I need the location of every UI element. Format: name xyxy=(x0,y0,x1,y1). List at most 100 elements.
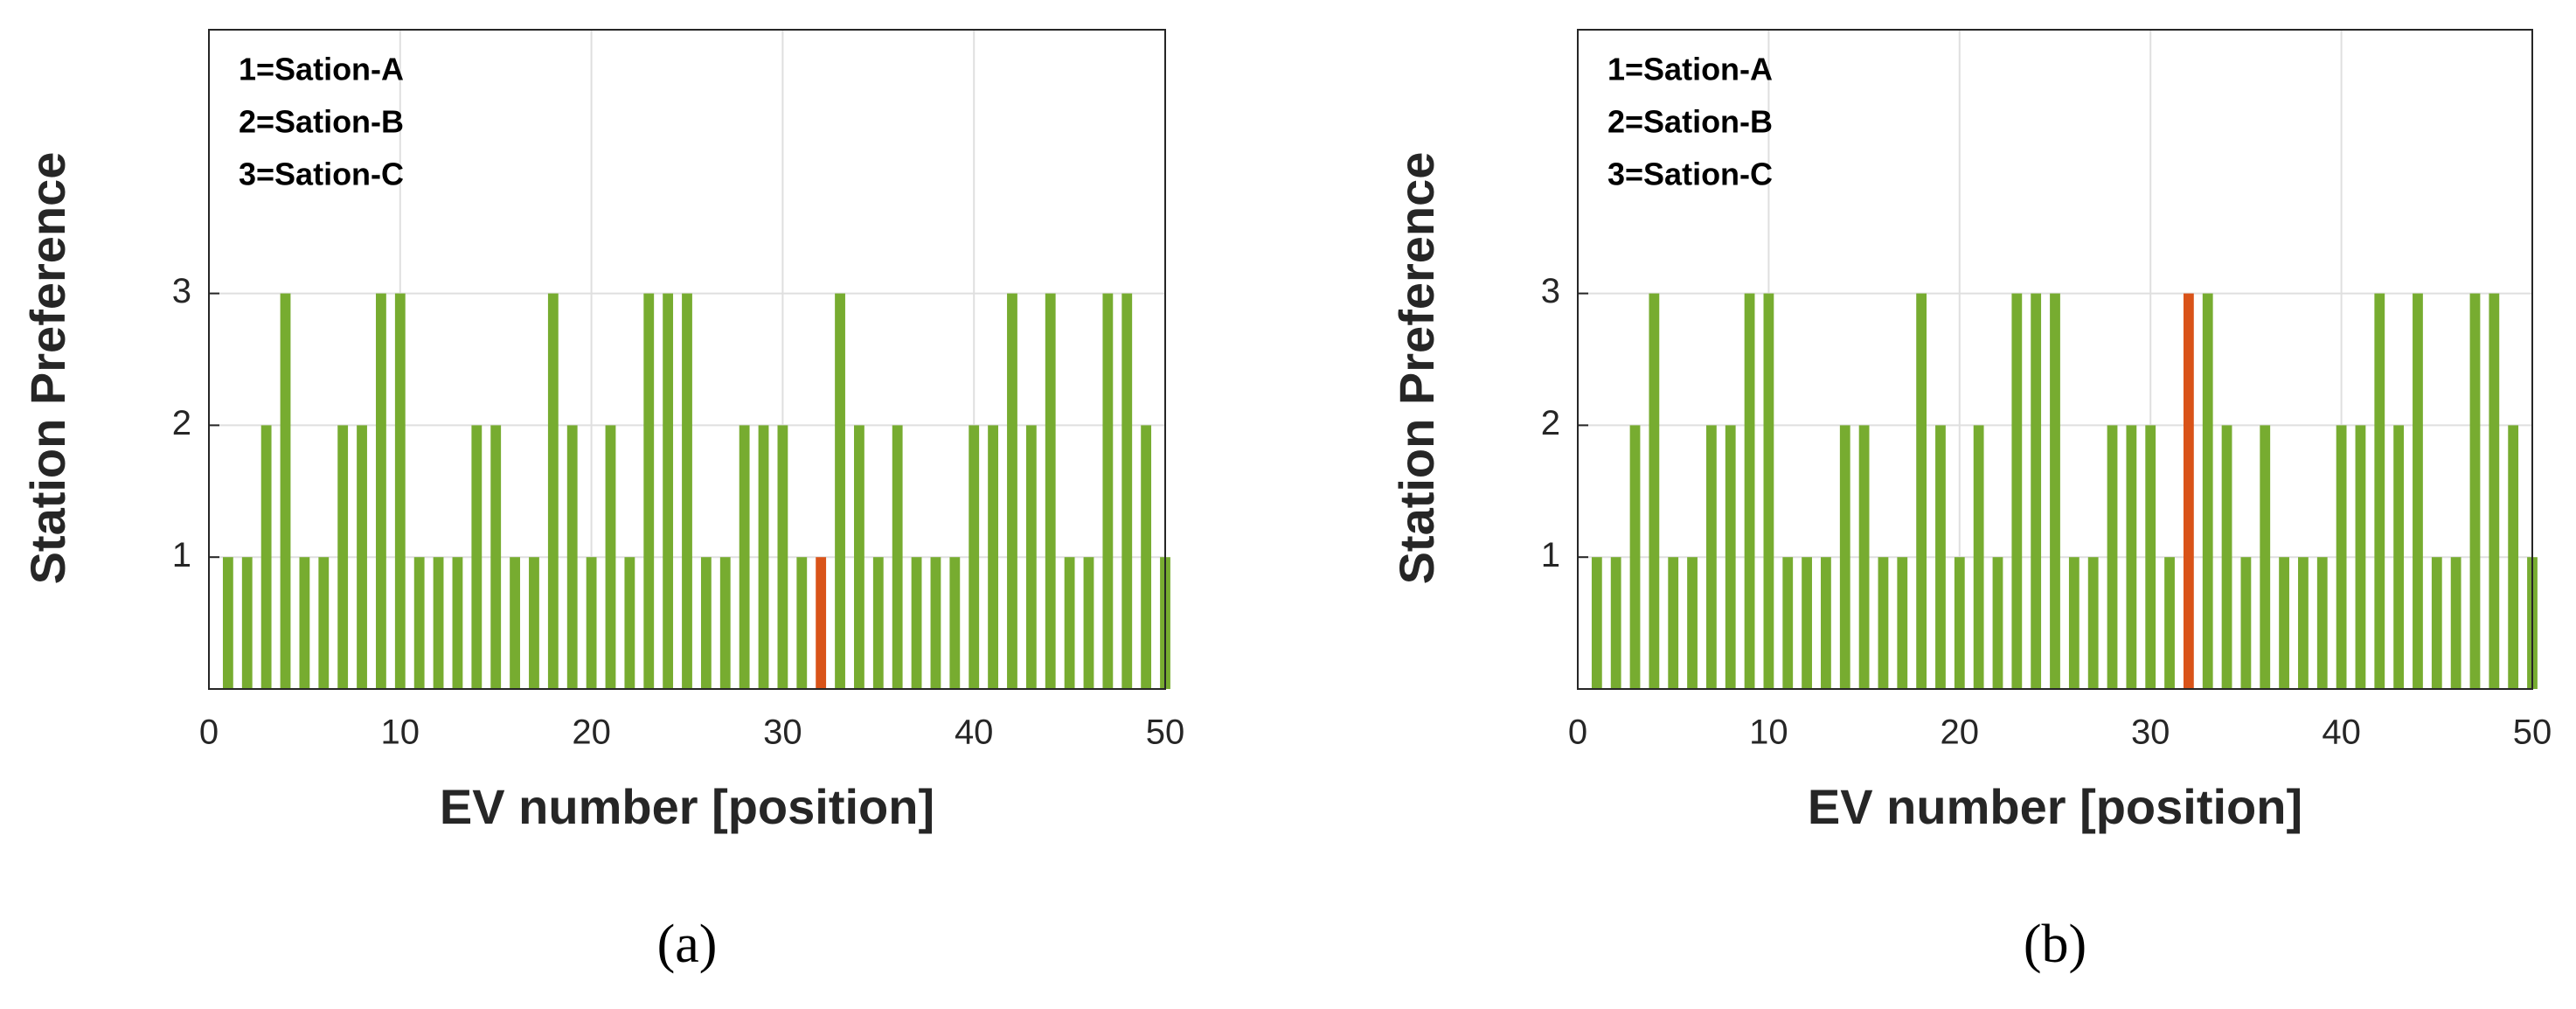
bar xyxy=(547,293,559,689)
annotation: 3=Sation-C xyxy=(1607,157,1773,192)
bar xyxy=(643,293,655,689)
bar xyxy=(2336,425,2347,689)
x-tick-label: 0 xyxy=(199,713,219,752)
bar xyxy=(1610,557,1621,689)
bar xyxy=(2240,557,2252,689)
bar xyxy=(1744,293,1755,689)
bar xyxy=(1649,293,1660,689)
bar xyxy=(2374,293,2385,689)
y-tick-label: 3 xyxy=(1541,272,1560,310)
annotation: 3=Sation-C xyxy=(239,157,404,192)
bar xyxy=(1705,425,1717,689)
bar xyxy=(490,425,502,689)
bar xyxy=(892,425,903,689)
axes-box xyxy=(208,29,1166,690)
bar xyxy=(357,425,367,689)
bar xyxy=(2164,557,2175,689)
bar xyxy=(777,425,788,689)
bar xyxy=(988,425,998,689)
x-tick-label: 50 xyxy=(2513,713,2552,752)
bar xyxy=(2489,293,2500,689)
bar xyxy=(739,425,750,689)
bar xyxy=(872,557,884,689)
x-tick-label: 20 xyxy=(1941,713,1980,752)
bar xyxy=(930,557,941,689)
bar xyxy=(2316,557,2328,689)
y-tick-label: 1 xyxy=(1541,536,1560,574)
bar xyxy=(2508,425,2519,689)
caption: (b) xyxy=(2024,915,2086,974)
annotation: 2=Sation-B xyxy=(1607,104,1773,140)
bar xyxy=(2031,293,2042,689)
bar xyxy=(2413,293,2423,689)
bar xyxy=(510,557,520,689)
bar xyxy=(1935,425,1946,689)
x-tick-label: 50 xyxy=(1146,713,1185,752)
bar xyxy=(1629,425,1641,689)
bar xyxy=(1591,557,1602,689)
bar xyxy=(376,293,386,689)
bar xyxy=(796,557,808,689)
y-tick-label: 1 xyxy=(172,536,191,574)
bar xyxy=(471,425,483,689)
bar xyxy=(682,293,692,689)
bar xyxy=(2298,557,2309,689)
bar xyxy=(1725,425,1736,689)
bar xyxy=(2183,293,2194,689)
bar xyxy=(2202,293,2213,689)
bar xyxy=(413,557,425,689)
y-tick-label: 3 xyxy=(172,272,191,310)
bar xyxy=(1802,557,1812,689)
bar xyxy=(1858,425,1870,689)
bar xyxy=(1121,293,1133,689)
bar xyxy=(299,557,310,689)
bar xyxy=(758,425,769,689)
bar xyxy=(222,557,233,689)
bar xyxy=(700,557,712,689)
bar xyxy=(2469,293,2481,689)
x-tick-label: 40 xyxy=(2322,713,2361,752)
bar xyxy=(1668,557,1679,689)
bar xyxy=(1821,557,1831,689)
bar xyxy=(529,557,539,689)
bar xyxy=(280,293,291,689)
bar xyxy=(1763,293,1774,689)
bar xyxy=(1025,425,1037,689)
bar xyxy=(1083,557,1094,689)
y-axis-label: Station Preference xyxy=(20,152,75,585)
bar xyxy=(1878,557,1889,689)
x-axis-label: EV number [position] xyxy=(440,779,934,834)
bar xyxy=(337,425,349,689)
bar xyxy=(2050,293,2060,689)
bar xyxy=(816,557,827,689)
x-tick-label: 10 xyxy=(381,713,420,752)
bar xyxy=(2431,557,2442,689)
bar xyxy=(1916,293,1927,689)
bar xyxy=(1973,425,1984,689)
bar xyxy=(452,557,463,689)
bar xyxy=(2450,557,2461,689)
axes-box xyxy=(1577,29,2533,690)
y-tick-label: 2 xyxy=(172,404,191,442)
x-tick-label: 0 xyxy=(1568,713,1587,752)
annotation: 2=Sation-B xyxy=(239,104,404,140)
bar xyxy=(586,557,597,689)
bar xyxy=(2393,425,2405,689)
annotation: 1=Sation-A xyxy=(1607,52,1773,87)
bar xyxy=(835,293,845,689)
caption: (a) xyxy=(657,915,718,974)
bar xyxy=(318,557,330,689)
bar xyxy=(2011,293,2023,689)
x-tick-label: 10 xyxy=(1749,713,1788,752)
bar xyxy=(1839,425,1850,689)
bar xyxy=(2107,425,2118,689)
bar xyxy=(2126,425,2137,689)
x-tick-label: 30 xyxy=(2131,713,2170,752)
bar xyxy=(1954,557,1965,689)
bar xyxy=(394,293,406,689)
bar xyxy=(2279,557,2289,689)
bar xyxy=(2145,425,2156,689)
bar xyxy=(2087,557,2099,689)
bar xyxy=(1782,557,1794,689)
